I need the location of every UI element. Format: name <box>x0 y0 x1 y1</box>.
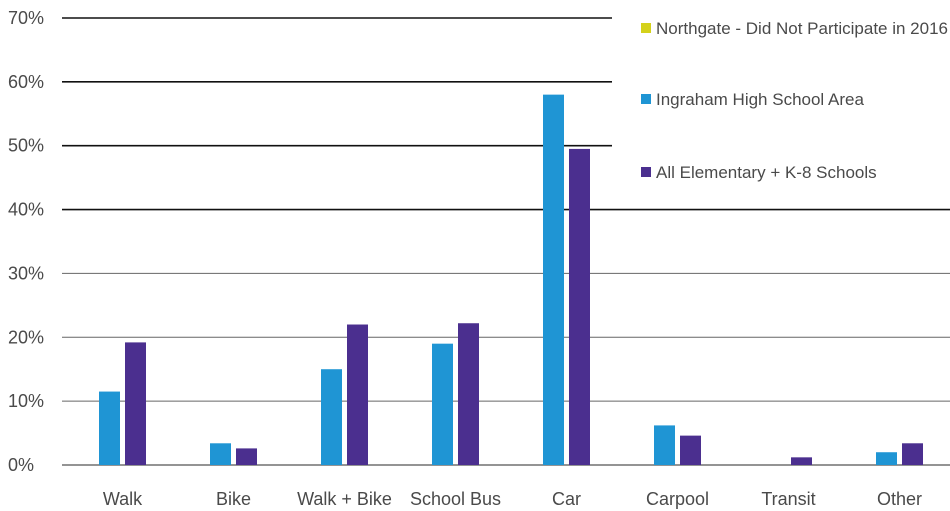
y-tick-label: 70% <box>8 8 44 28</box>
legend: Northgate - Did Not Participate in 2016 I… <box>612 10 950 195</box>
legend-entry-label: Northgate - Did Not Participate in 2016 <box>656 19 948 38</box>
bar-ingraham-school-bus <box>432 343 453 465</box>
y-tick-label: 60% <box>8 72 44 92</box>
bar-ingraham-bike <box>210 443 231 465</box>
x-axis-categories: Walk Bike Walk + Bike School Bus Car Carpool T… <box>103 489 922 509</box>
bars <box>99 94 923 465</box>
y-tick-label: 30% <box>8 263 44 283</box>
y-tick-label: 0% <box>8 455 34 475</box>
gridlines <box>62 17 950 466</box>
y-axis-ticks: 0% 10% 20% 30% 40% 50% 60% 70% <box>8 8 44 475</box>
bar-all-elementary-school-bus <box>458 323 479 465</box>
x-category-label: Bike <box>216 489 251 509</box>
bar-ingraham-car <box>543 94 564 465</box>
bar-all-elementary-car <box>569 148 590 465</box>
x-category-label: Transit <box>761 489 815 509</box>
legend-swatch <box>641 23 651 33</box>
x-category-label: School Bus <box>410 489 501 509</box>
legend-swatch <box>641 94 651 104</box>
legend-entry-label: Ingraham High School Area <box>656 90 864 109</box>
legend-swatch <box>641 167 651 177</box>
bar-ingraham-other <box>876 452 897 465</box>
bar-all-elementary-carpool <box>680 435 701 465</box>
bar-all-elementary-walk <box>125 342 146 465</box>
legend-entry-label: All Elementary + K-8 Schools <box>656 163 877 182</box>
bar-ingraham-walk-bike <box>321 369 342 465</box>
bar-all-elementary-walk-bike <box>347 324 368 465</box>
x-category-label: Other <box>877 489 922 509</box>
bar-ingraham-walk <box>99 391 120 465</box>
x-category-label: Carpool <box>646 489 709 509</box>
bar-ingraham-carpool <box>654 425 675 465</box>
y-tick-label: 50% <box>8 136 44 156</box>
y-tick-label: 20% <box>8 327 44 347</box>
x-category-label: Car <box>552 489 581 509</box>
legend-background <box>612 10 950 195</box>
y-tick-label: 40% <box>8 200 44 220</box>
y-tick-label: 10% <box>8 391 44 411</box>
bar-all-elementary-transit <box>791 457 812 465</box>
x-category-label: Walk + Bike <box>297 489 392 509</box>
bar-all-elementary-other <box>902 443 923 465</box>
x-category-label: Walk <box>103 489 143 509</box>
bar-all-elementary-bike <box>236 448 257 465</box>
